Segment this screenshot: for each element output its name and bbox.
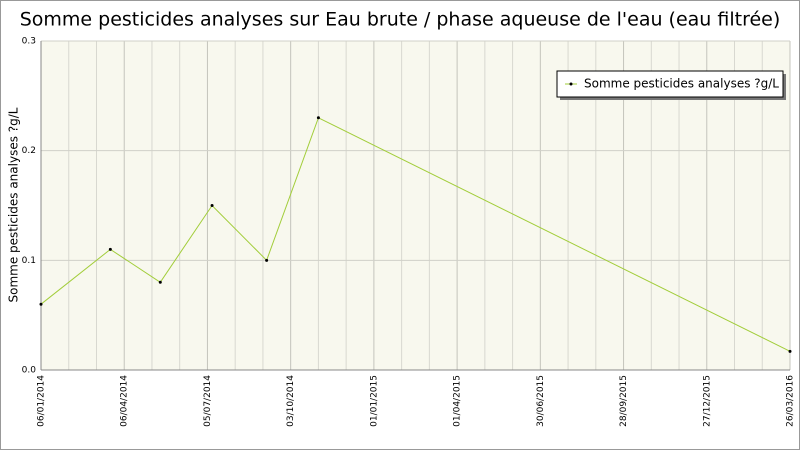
y-axis-label: Somme pesticides analyses ?g/L	[7, 107, 21, 302]
x-tick-label: 28/09/2015	[619, 375, 629, 427]
data-point	[316, 116, 320, 120]
data-point	[788, 349, 792, 353]
x-tick-label: 27/12/2015	[702, 375, 712, 427]
x-tick-label: 30/06/2015	[536, 375, 546, 427]
x-tick-label: 26/03/2016	[786, 375, 796, 427]
y-tick-label: 0.0	[22, 366, 37, 376]
data-point	[158, 280, 162, 284]
x-tick-label: 06/04/2014	[120, 375, 130, 427]
legend-label: Somme pesticides analyses ?g/L	[584, 77, 779, 91]
x-tick-label: 01/01/2015	[369, 375, 379, 427]
data-point	[39, 302, 43, 306]
data-point	[210, 204, 214, 207]
legend-marker	[569, 82, 573, 86]
chart-title: Somme pesticides analyses sur Eau brute …	[20, 9, 781, 31]
legend-box	[556, 70, 784, 98]
data-point	[265, 258, 269, 262]
x-tick-label: 05/07/2014	[203, 375, 213, 427]
y-tick-label: 0.1	[22, 256, 36, 266]
x-tick-label: 03/10/2014	[286, 375, 296, 427]
y-tick-label: 0.3	[22, 37, 36, 47]
data-point	[108, 247, 112, 251]
x-tick-label: 06/01/2014	[37, 375, 47, 427]
x-tick-label: 01/04/2015	[453, 375, 463, 427]
y-tick-label: 0.2	[22, 146, 36, 156]
